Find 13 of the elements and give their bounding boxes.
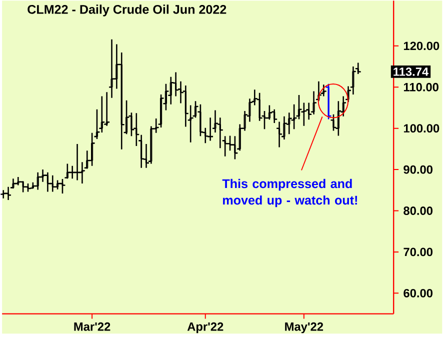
chart-title: CLM22 - Daily Crude Oil Jun 2022 [28,4,226,17]
text: 113.74 [394,68,429,76]
annotation: This compressed and moved up - watch out! [222,179,357,208]
x-tick-label: Apr'22 [187,322,224,334]
y-tick-label: 110.00 [404,83,438,92]
y-tick-label: 60.00 [404,289,432,298]
y-tick-label: 80.00 [404,206,432,216]
y-tick-label: 120.00 [404,42,440,50]
y-tick-label: 100.00 [404,124,440,133]
x-tick-label: Mar'22 [74,322,110,332]
y-tick-label: 90.00 [404,166,432,174]
y-tick-label: 70.00 [404,248,432,256]
x-tick-label: May'22 [285,322,324,334]
